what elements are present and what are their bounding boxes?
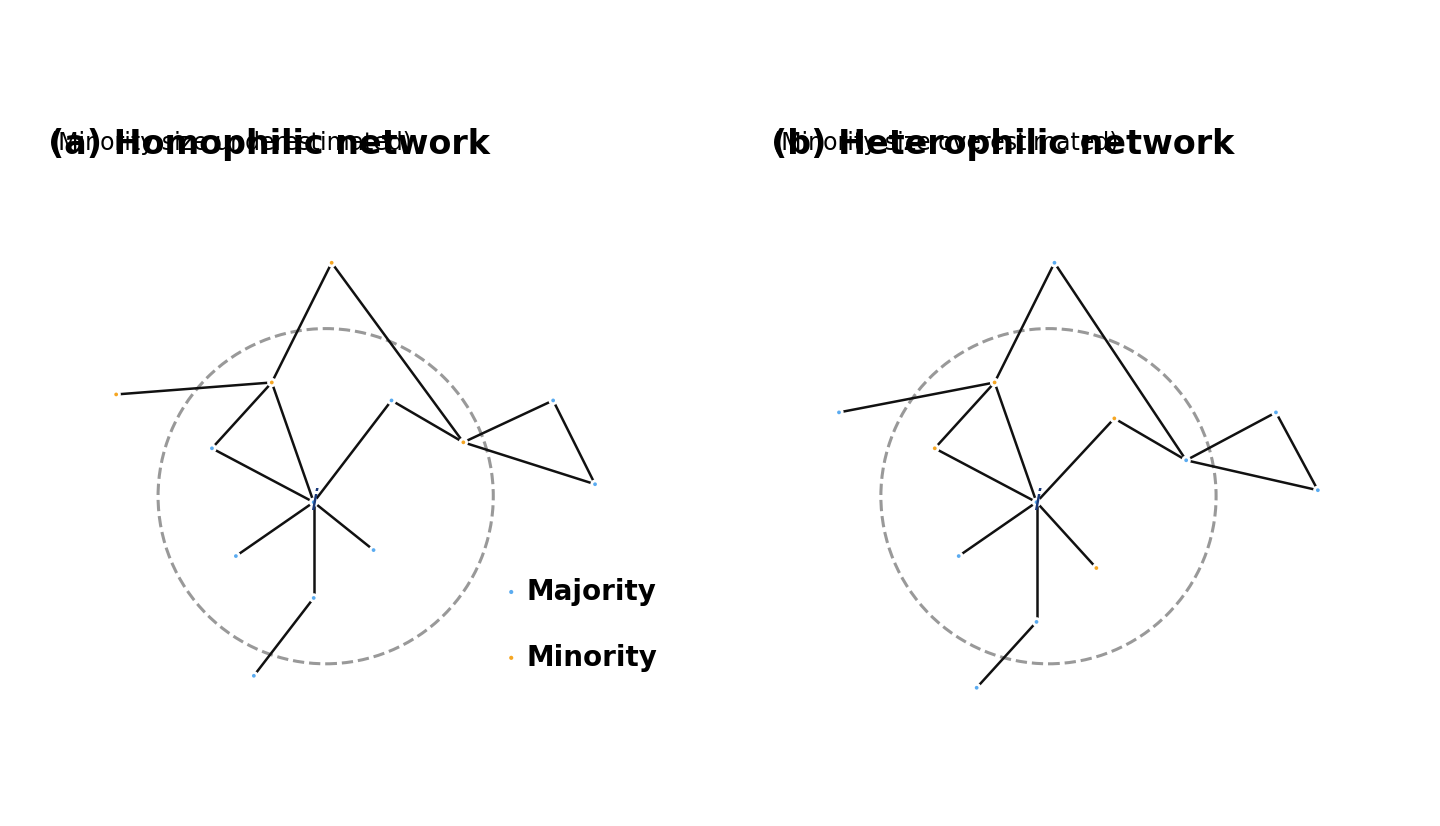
Circle shape [592, 481, 599, 487]
Circle shape [370, 547, 377, 553]
Circle shape [311, 595, 317, 601]
Circle shape [459, 439, 467, 445]
Text: (Minority size overestimated): (Minority size overestimated) [772, 131, 1117, 155]
Text: (a) Homophilic network: (a) Homophilic network [49, 128, 490, 161]
Circle shape [991, 379, 998, 386]
Circle shape [932, 445, 937, 452]
Text: i: i [1032, 488, 1040, 516]
Text: Minority: Minority [526, 643, 657, 672]
Circle shape [233, 553, 239, 559]
Circle shape [508, 589, 514, 595]
Circle shape [328, 259, 336, 266]
Circle shape [1182, 457, 1189, 463]
Circle shape [112, 392, 120, 398]
Text: (b) Heterophilic network: (b) Heterophilic network [772, 128, 1234, 161]
Circle shape [1273, 409, 1279, 415]
Circle shape [1051, 259, 1058, 266]
Circle shape [508, 655, 514, 661]
Circle shape [550, 397, 556, 404]
Circle shape [1034, 619, 1040, 625]
Circle shape [835, 409, 842, 415]
Circle shape [1093, 565, 1100, 572]
Circle shape [1112, 415, 1117, 422]
Circle shape [389, 397, 395, 404]
Circle shape [209, 445, 215, 452]
Text: (Minority size underestimated): (Minority size underestimated) [49, 131, 412, 155]
Circle shape [251, 672, 258, 679]
Circle shape [1034, 499, 1040, 506]
Text: i: i [310, 488, 318, 516]
Circle shape [311, 499, 317, 506]
Circle shape [268, 379, 275, 386]
Circle shape [955, 553, 962, 559]
Text: Majority: Majority [526, 578, 657, 606]
Circle shape [973, 685, 981, 691]
Circle shape [1315, 487, 1320, 493]
